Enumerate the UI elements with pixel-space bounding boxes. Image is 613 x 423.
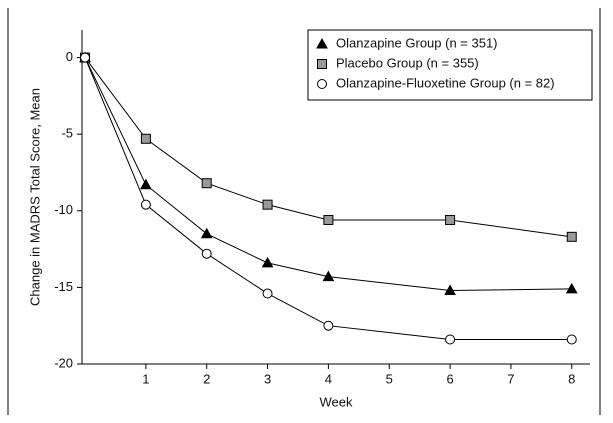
marker xyxy=(445,214,456,225)
marker xyxy=(445,334,456,345)
marker xyxy=(200,227,213,239)
marker xyxy=(261,256,274,268)
marker xyxy=(140,178,152,190)
y-tick-label: -5 xyxy=(61,126,73,141)
marker xyxy=(80,52,91,63)
x-axis-label: Week xyxy=(320,394,353,409)
marker xyxy=(317,79,327,89)
marker xyxy=(323,214,334,225)
marker xyxy=(140,199,151,210)
x-tick-label: 8 xyxy=(568,371,575,386)
x-tick-label: 6 xyxy=(446,371,453,386)
x-tick-label: 7 xyxy=(507,371,514,386)
marker xyxy=(444,284,456,295)
marker xyxy=(262,288,273,299)
legend-label: Placebo Group (n = 355) xyxy=(336,55,479,70)
y-axis-label: Change in MADRS Total Score, Mean xyxy=(27,88,42,306)
legend xyxy=(307,29,593,101)
x-tick-label: 5 xyxy=(386,371,393,386)
marker xyxy=(323,320,334,331)
y-tick-label: 0 xyxy=(66,49,73,64)
y-tick-label: -20 xyxy=(54,355,73,370)
x-tick-label: 4 xyxy=(325,371,332,386)
marker xyxy=(565,282,578,294)
x-tick-label: 2 xyxy=(203,371,210,386)
x-tick-label: 3 xyxy=(264,371,271,386)
marker xyxy=(201,248,212,259)
marker xyxy=(316,37,328,49)
legend-label: Olanzapine Group (n = 351) xyxy=(336,35,498,50)
y-tick-label: -15 xyxy=(54,279,73,294)
marker xyxy=(140,133,151,144)
x-tick-label: 1 xyxy=(142,371,149,386)
marker xyxy=(262,199,273,210)
y-tick-label: -10 xyxy=(54,202,73,217)
marker xyxy=(566,334,577,345)
legend-label: Olanzapine-Fluoxetine Group (n = 82) xyxy=(336,75,555,90)
marker xyxy=(317,59,327,69)
marker xyxy=(322,270,335,282)
marker xyxy=(201,178,212,189)
marker xyxy=(566,231,577,242)
